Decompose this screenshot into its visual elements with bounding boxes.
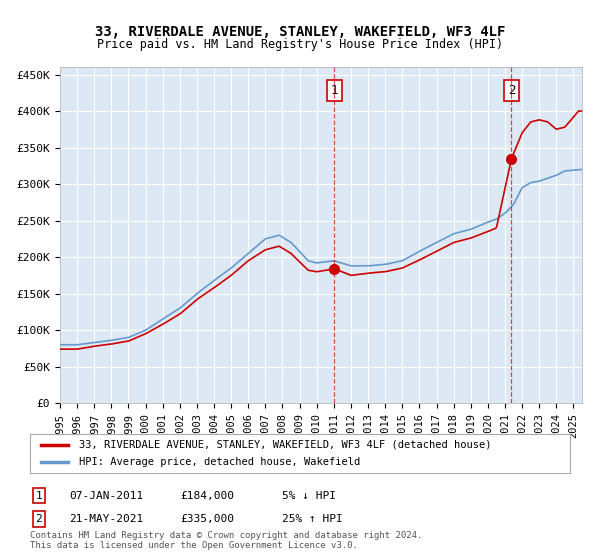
Text: 25% ↑ HPI: 25% ↑ HPI: [282, 514, 343, 524]
Text: 2: 2: [508, 84, 515, 97]
Text: 33, RIVERDALE AVENUE, STANLEY, WAKEFIELD, WF3 4LF: 33, RIVERDALE AVENUE, STANLEY, WAKEFIELD…: [95, 25, 505, 39]
Text: 1: 1: [331, 84, 338, 97]
Text: 5% ↓ HPI: 5% ↓ HPI: [282, 491, 336, 501]
Text: £184,000: £184,000: [180, 491, 234, 501]
Text: 2: 2: [35, 514, 43, 524]
Text: Price paid vs. HM Land Registry's House Price Index (HPI): Price paid vs. HM Land Registry's House …: [97, 38, 503, 51]
Text: Contains HM Land Registry data © Crown copyright and database right 2024.
This d: Contains HM Land Registry data © Crown c…: [30, 530, 422, 550]
Text: 21-MAY-2021: 21-MAY-2021: [69, 514, 143, 524]
Text: £335,000: £335,000: [180, 514, 234, 524]
Text: HPI: Average price, detached house, Wakefield: HPI: Average price, detached house, Wake…: [79, 457, 360, 467]
Text: 33, RIVERDALE AVENUE, STANLEY, WAKEFIELD, WF3 4LF (detached house): 33, RIVERDALE AVENUE, STANLEY, WAKEFIELD…: [79, 440, 491, 450]
Text: 1: 1: [35, 491, 43, 501]
Text: 07-JAN-2011: 07-JAN-2011: [69, 491, 143, 501]
